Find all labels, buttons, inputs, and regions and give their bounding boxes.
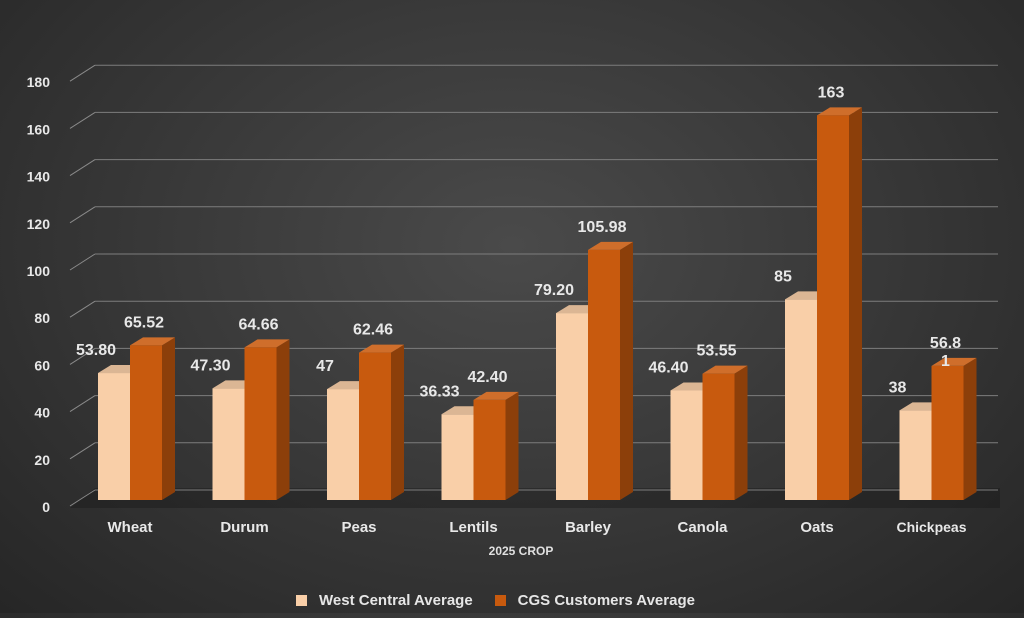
gridline-edge-160 — [69, 111, 96, 129]
x-tick-label-barley: Barley — [565, 519, 612, 536]
x-tick-label-peas: Peas — [341, 519, 376, 536]
data-label-barley-1: 105.98 — [578, 219, 627, 236]
bar-lentils-west-central — [441, 414, 474, 500]
x-tick-label-lentils: Lentils — [449, 519, 497, 536]
x-tick-label-chickpeas: Chickpeas — [896, 519, 966, 535]
legend-item-west-central: West Central Average — [296, 592, 473, 609]
y-tick-label-0: 0 — [42, 499, 50, 515]
bar-side-barley-1 — [620, 241, 633, 500]
data-label-wheat-1: 65.52 — [124, 314, 164, 331]
data-label-chickpeas-0: 38 — [889, 379, 907, 396]
bar-chickpeas-cgs-customers — [931, 365, 964, 500]
legend-label-cgs-customers: CGS Customers Average — [517, 592, 695, 609]
bar-top-oats-1 — [817, 107, 862, 116]
data-label-wheat-0: 53.80 — [76, 342, 116, 359]
gridline-edge-40 — [69, 395, 96, 413]
y-tick-label-40: 40 — [34, 405, 50, 421]
bar-side-peas-1 — [391, 344, 404, 500]
bar-durum-west-central — [212, 388, 245, 500]
bar-durum-cgs-customers — [244, 347, 277, 500]
chart-floor — [70, 488, 1000, 508]
bar-side-chickpeas-1 — [963, 357, 977, 500]
data-label-oats-0: 85 — [774, 268, 792, 285]
y-tick-label-60: 60 — [34, 357, 50, 373]
gridline-edge-180 — [69, 64, 96, 82]
data-label-canola-0: 46.40 — [648, 359, 688, 376]
bar-top-durum-1 — [244, 339, 290, 348]
gridline-edge-120 — [69, 206, 96, 224]
data-label-barley-0: 79.20 — [534, 282, 574, 299]
data-label-peas-1: 62.46 — [353, 322, 393, 339]
bar-wheat-west-central — [98, 373, 130, 500]
bar-chickpeas-west-central — [899, 410, 932, 500]
x-axis-title: 2025 CROP — [489, 544, 554, 558]
gridline-edge-60 — [69, 347, 96, 365]
y-tick-label-180: 180 — [27, 74, 51, 90]
y-tick-label-140: 140 — [27, 169, 51, 185]
legend-swatch-west-central — [296, 595, 307, 606]
gridline-edge-80 — [69, 300, 96, 318]
bar-side-canola-1 — [734, 365, 748, 500]
bar-top-canola-1 — [702, 365, 748, 374]
bar-barley-west-central — [556, 313, 588, 500]
x-tick-label-oats: Oats — [800, 519, 833, 536]
data-label-durum-1: 64.66 — [238, 316, 278, 333]
y-tick-label-80: 80 — [34, 310, 50, 326]
y-tick-label-120: 120 — [27, 216, 51, 232]
bar-top-chickpeas-1 — [931, 357, 977, 366]
bar-oats-west-central — [785, 299, 817, 500]
legend-label-west-central: West Central Average — [319, 592, 473, 609]
bar-side-oats-1 — [849, 107, 862, 500]
data-label-lentils-1: 42.40 — [467, 369, 507, 386]
data-label-durum-0: 47.30 — [190, 357, 230, 374]
bar-top-wheat-1 — [130, 337, 175, 346]
bar-top-barley-1 — [588, 241, 633, 250]
y-tick-label-100: 100 — [27, 263, 51, 279]
gridline-edge-0 — [69, 489, 96, 507]
gridline-edge-20 — [69, 442, 96, 460]
bar-side-wheat-1 — [162, 337, 175, 500]
data-label-peas-0: 47 — [316, 358, 334, 375]
y-tick-label-160: 160 — [27, 121, 51, 137]
bar-wheat-cgs-customers — [130, 345, 162, 500]
x-tick-label-wheat: Wheat — [108, 519, 153, 536]
bar-lentils-cgs-customers — [473, 399, 506, 500]
gridline-edge-140 — [69, 159, 96, 177]
x-tick-label-canola: Canola — [677, 519, 728, 536]
x-tick-label-durum: Durum — [220, 519, 268, 536]
bar-top-lentils-1 — [473, 391, 519, 400]
bar-top-peas-1 — [359, 344, 404, 353]
legend-swatch-cgs-customers — [494, 595, 506, 606]
bar-canola-west-central — [670, 390, 703, 500]
bar-canola-cgs-customers — [702, 373, 735, 500]
data-label-canola-1: 53.55 — [696, 343, 736, 360]
gridline-edge-100 — [69, 253, 96, 271]
data-label-oats-1: 163 — [818, 84, 845, 101]
legend: West Central Average CGS Customers Avera… — [296, 592, 717, 609]
y-tick-label-20: 20 — [34, 452, 50, 468]
bar-peas-cgs-customers — [359, 352, 391, 500]
bar-barley-cgs-customers — [588, 249, 620, 500]
bar-side-durum-1 — [276, 339, 290, 500]
bar-side-lentils-1 — [505, 391, 519, 500]
data-label-lentils-0: 36.33 — [419, 383, 459, 400]
data-label-chickpeas-1: 56.8 1 — [930, 335, 961, 370]
bar-peas-west-central — [327, 389, 359, 500]
bar-oats-cgs-customers — [817, 115, 849, 500]
legend-item-cgs-customers: CGS Customers Average — [494, 592, 695, 609]
